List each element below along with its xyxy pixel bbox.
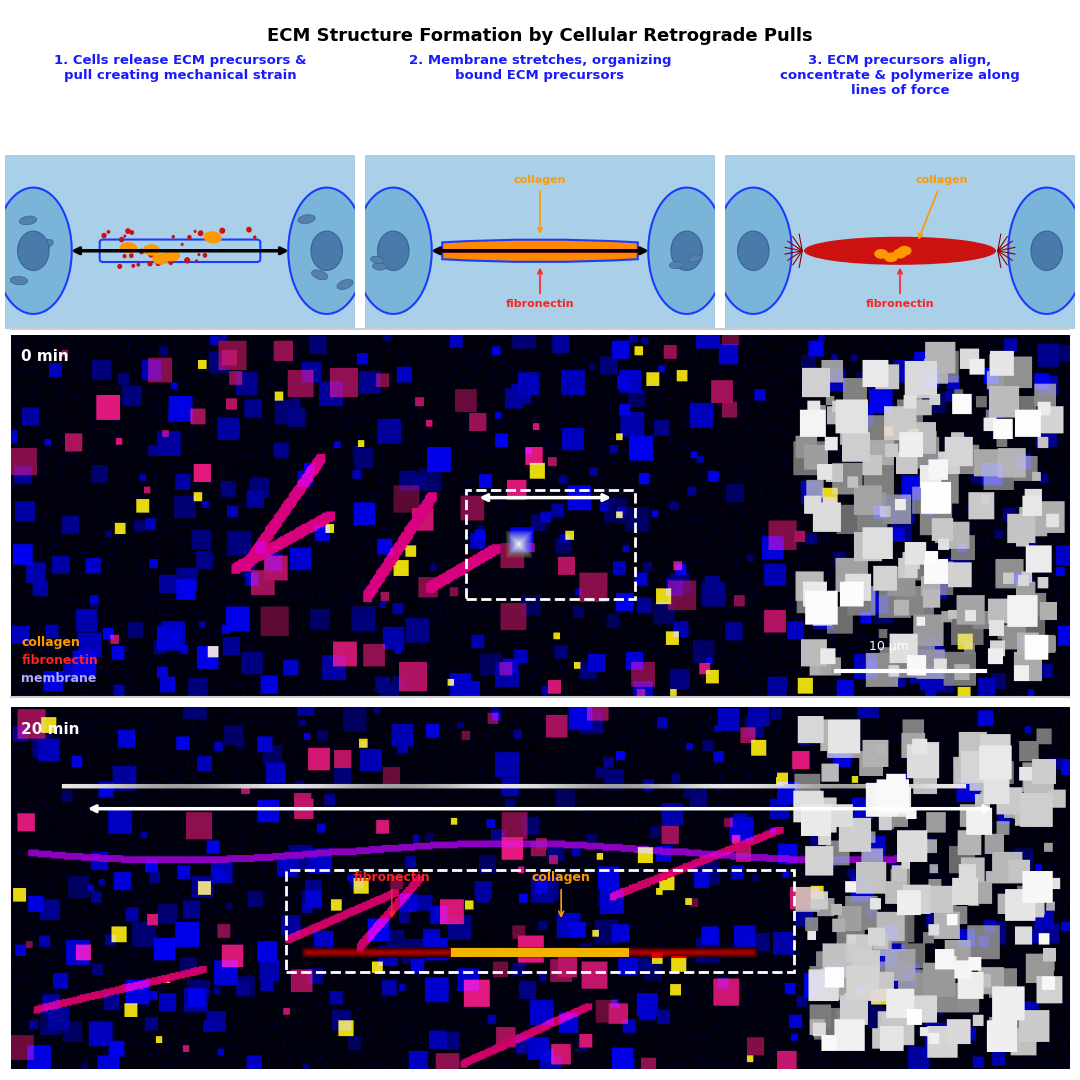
Text: 0 min: 0 min bbox=[22, 349, 69, 364]
Ellipse shape bbox=[152, 254, 170, 265]
Ellipse shape bbox=[0, 188, 71, 314]
Ellipse shape bbox=[160, 254, 165, 260]
Ellipse shape bbox=[373, 264, 387, 270]
Ellipse shape bbox=[195, 259, 198, 262]
Text: fibronectin: fibronectin bbox=[353, 872, 430, 916]
Text: collagen: collagen bbox=[514, 175, 566, 232]
Ellipse shape bbox=[885, 253, 897, 262]
Ellipse shape bbox=[893, 248, 907, 258]
Ellipse shape bbox=[123, 234, 126, 238]
Ellipse shape bbox=[184, 257, 190, 264]
Ellipse shape bbox=[19, 216, 37, 225]
Ellipse shape bbox=[118, 264, 122, 269]
Ellipse shape bbox=[1031, 231, 1063, 270]
Ellipse shape bbox=[311, 231, 342, 270]
Ellipse shape bbox=[671, 231, 702, 270]
Text: fibronectin: fibronectin bbox=[505, 269, 575, 309]
Ellipse shape bbox=[897, 246, 912, 256]
Ellipse shape bbox=[203, 253, 207, 258]
Ellipse shape bbox=[1009, 188, 1080, 314]
Ellipse shape bbox=[132, 264, 135, 268]
Ellipse shape bbox=[107, 230, 110, 233]
Bar bbox=[726, 156, 1075, 329]
Ellipse shape bbox=[874, 249, 888, 259]
FancyBboxPatch shape bbox=[99, 240, 260, 262]
Ellipse shape bbox=[198, 230, 203, 237]
Ellipse shape bbox=[147, 261, 152, 267]
Ellipse shape bbox=[138, 248, 145, 254]
Ellipse shape bbox=[17, 231, 49, 270]
Ellipse shape bbox=[670, 261, 684, 269]
Ellipse shape bbox=[10, 276, 28, 285]
Ellipse shape bbox=[198, 253, 201, 256]
Ellipse shape bbox=[156, 260, 161, 266]
Ellipse shape bbox=[187, 235, 191, 240]
Ellipse shape bbox=[130, 230, 134, 235]
Text: fibronectin: fibronectin bbox=[22, 654, 98, 667]
Text: 2. Membrane stretches, organizing
bound ECM precursors: 2. Membrane stretches, organizing bound … bbox=[408, 54, 672, 82]
Ellipse shape bbox=[203, 231, 221, 243]
Ellipse shape bbox=[119, 237, 124, 242]
Ellipse shape bbox=[288, 188, 365, 314]
Ellipse shape bbox=[219, 228, 226, 233]
Bar bbox=[465, 490, 635, 599]
Ellipse shape bbox=[102, 233, 107, 239]
Text: collagen: collagen bbox=[22, 636, 80, 649]
Text: 20 min: 20 min bbox=[22, 721, 80, 737]
Ellipse shape bbox=[370, 256, 384, 264]
Text: 3. ECM precursors align,
concentrate & polymerize along
lines of force: 3. ECM precursors align, concentrate & p… bbox=[780, 54, 1020, 97]
Ellipse shape bbox=[148, 252, 153, 258]
Ellipse shape bbox=[378, 231, 409, 270]
Text: 1. Cells release ECM precursors &
pull creating mechanical strain: 1. Cells release ECM precursors & pull c… bbox=[54, 54, 307, 82]
Ellipse shape bbox=[688, 255, 702, 262]
Ellipse shape bbox=[180, 243, 184, 246]
Ellipse shape bbox=[246, 227, 252, 232]
Ellipse shape bbox=[163, 251, 180, 261]
Ellipse shape bbox=[156, 254, 160, 259]
Ellipse shape bbox=[172, 235, 175, 239]
Ellipse shape bbox=[298, 215, 315, 224]
Text: collagen: collagen bbox=[916, 175, 968, 238]
Ellipse shape bbox=[738, 231, 769, 270]
Ellipse shape bbox=[120, 242, 137, 254]
Ellipse shape bbox=[122, 254, 126, 258]
Ellipse shape bbox=[337, 280, 353, 289]
Ellipse shape bbox=[312, 270, 328, 280]
PathPatch shape bbox=[442, 240, 638, 262]
Bar bbox=[286, 870, 794, 972]
Ellipse shape bbox=[143, 244, 160, 256]
Ellipse shape bbox=[648, 188, 725, 314]
Ellipse shape bbox=[37, 240, 53, 249]
Ellipse shape bbox=[129, 253, 134, 258]
Ellipse shape bbox=[804, 237, 996, 265]
Ellipse shape bbox=[183, 249, 185, 253]
Ellipse shape bbox=[214, 235, 217, 239]
Bar bbox=[365, 156, 715, 329]
Bar bbox=[5, 156, 354, 329]
Text: membrane: membrane bbox=[22, 672, 97, 685]
Text: 10 μm: 10 μm bbox=[869, 639, 909, 652]
Ellipse shape bbox=[148, 244, 154, 251]
Ellipse shape bbox=[715, 188, 792, 314]
Ellipse shape bbox=[193, 230, 197, 233]
Ellipse shape bbox=[125, 228, 131, 234]
Ellipse shape bbox=[204, 232, 222, 243]
Text: fibronectin: fibronectin bbox=[866, 269, 934, 309]
Ellipse shape bbox=[253, 235, 257, 239]
Ellipse shape bbox=[168, 260, 173, 266]
Ellipse shape bbox=[355, 188, 432, 314]
Ellipse shape bbox=[167, 254, 172, 259]
Ellipse shape bbox=[199, 230, 203, 235]
Text: ECM Structure Formation by Cellular Retrograde Pulls: ECM Structure Formation by Cellular Retr… bbox=[267, 27, 813, 45]
Ellipse shape bbox=[136, 262, 140, 267]
Text: collagen: collagen bbox=[531, 872, 591, 916]
